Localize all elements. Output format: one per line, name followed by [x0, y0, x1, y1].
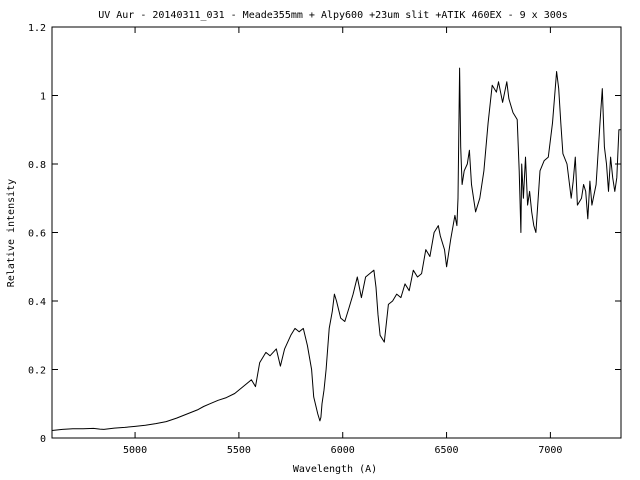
- x-tick-label: 6000: [331, 445, 355, 456]
- chart-title: UV Aur - 20140311_031 - Meade355mm + Alp…: [98, 10, 568, 21]
- y-tick-label: 0.6: [28, 229, 46, 240]
- spectrum-line: [51, 67, 621, 431]
- y-tick-label: 0: [40, 434, 46, 445]
- y-tick-label: 1: [40, 92, 46, 103]
- x-axis-label: Wavelength (A): [293, 464, 377, 475]
- y-axis-label: Relative intensity: [6, 179, 17, 287]
- x-tick-label: 5500: [227, 445, 251, 456]
- plot-area: [51, 67, 621, 431]
- axis-ticks: 5000 5500 6000 6500 7000 0 0.2 0.4 0.6 0.8 1 1.2: [28, 23, 621, 456]
- y-tick-label: 1.2: [28, 23, 46, 34]
- x-tick-label: 5000: [123, 445, 147, 456]
- x-tick-label: 7000: [538, 445, 562, 456]
- x-tick-label: 6500: [435, 445, 459, 456]
- plot-frame: [51, 26, 622, 439]
- y-tick-label: 0.8: [28, 160, 46, 171]
- y-tick-label: 0.4: [28, 297, 46, 308]
- y-tick-label: 0.2: [28, 366, 46, 377]
